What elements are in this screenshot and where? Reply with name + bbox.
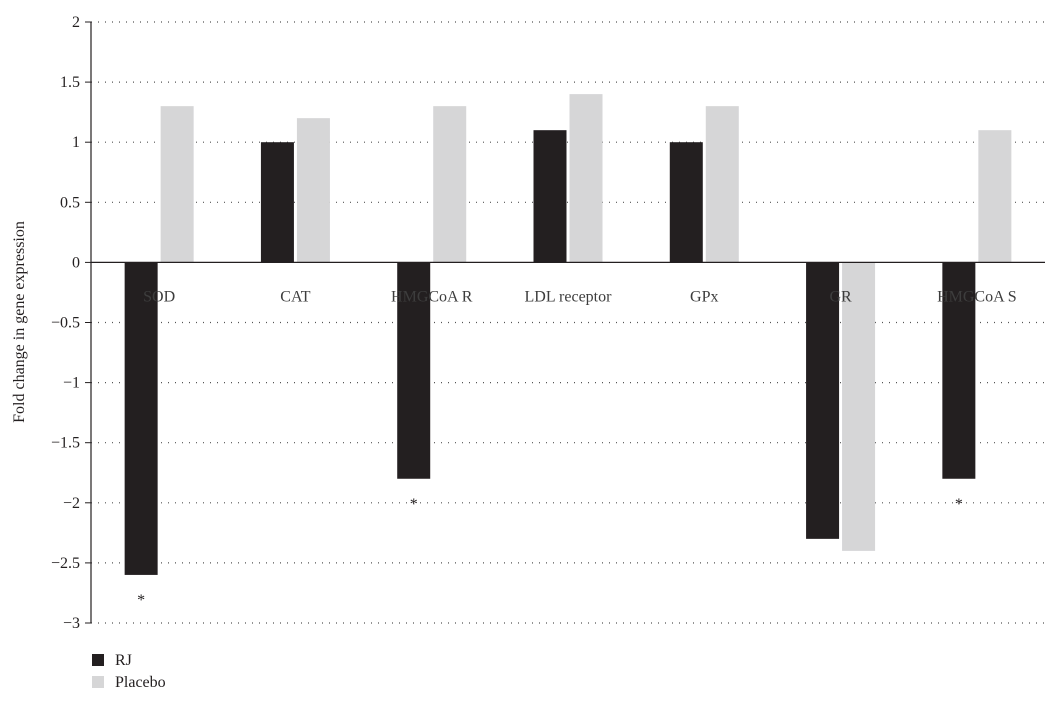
bar-placebo [296,118,330,263]
y-tick-label: −2 [63,495,80,512]
y-tick-label: 1.5 [60,74,80,91]
legend-swatch-placebo [92,676,104,688]
bar-placebo [842,262,876,551]
category-label: CAT [280,288,310,305]
significance-marker: * [955,496,963,513]
category-label: SOD [143,288,175,305]
significance-marker: * [137,592,145,609]
bars [124,94,1012,575]
category-label: GR [829,288,852,305]
category-label: LDL receptor [525,288,613,305]
legend-swatch-rj [92,654,104,666]
bar-rj [124,262,158,575]
y-tick-label: 0 [72,254,80,271]
bar-rj [669,142,703,263]
legend-label-rj: RJ [115,652,132,669]
category-label: HMGCoA S [937,288,1017,305]
y-tick-label: −2.5 [51,555,80,572]
y-axis-title: Fold change in gene expression [11,221,28,423]
axes [85,21,1045,624]
category-label: GPx [690,288,718,305]
y-tick-label: 2 [72,14,80,31]
bar-placebo [160,106,194,263]
bar-rj [260,142,294,263]
y-tick-label: 1 [72,134,80,151]
gridlines [91,21,1045,624]
bar-rj [942,262,976,479]
bar-rj [397,262,431,479]
bar-rj [806,262,840,539]
y-tick-label: 0.5 [60,194,80,211]
y-tick-label: −3 [63,615,80,632]
legend: RJ Placebo [92,652,166,691]
bar-placebo [569,94,603,263]
bar-rj [533,130,567,263]
bar-placebo [978,130,1012,263]
bar-placebo [705,106,739,263]
legend-label-placebo: Placebo [115,674,166,691]
bar-placebo [433,106,467,263]
significance-marker: * [410,496,418,513]
y-tick-label: −1 [63,375,80,392]
labels: 2 1.5 1 0.5 0 −0.5 −1 −1.5 −2 −2.5 −3 SOD CAT HMGCoA … [51,14,1017,632]
y-tick-label: −1.5 [51,435,80,452]
category-label: HMGCoA R [391,288,473,305]
y-tick-label: −0.5 [51,315,80,332]
